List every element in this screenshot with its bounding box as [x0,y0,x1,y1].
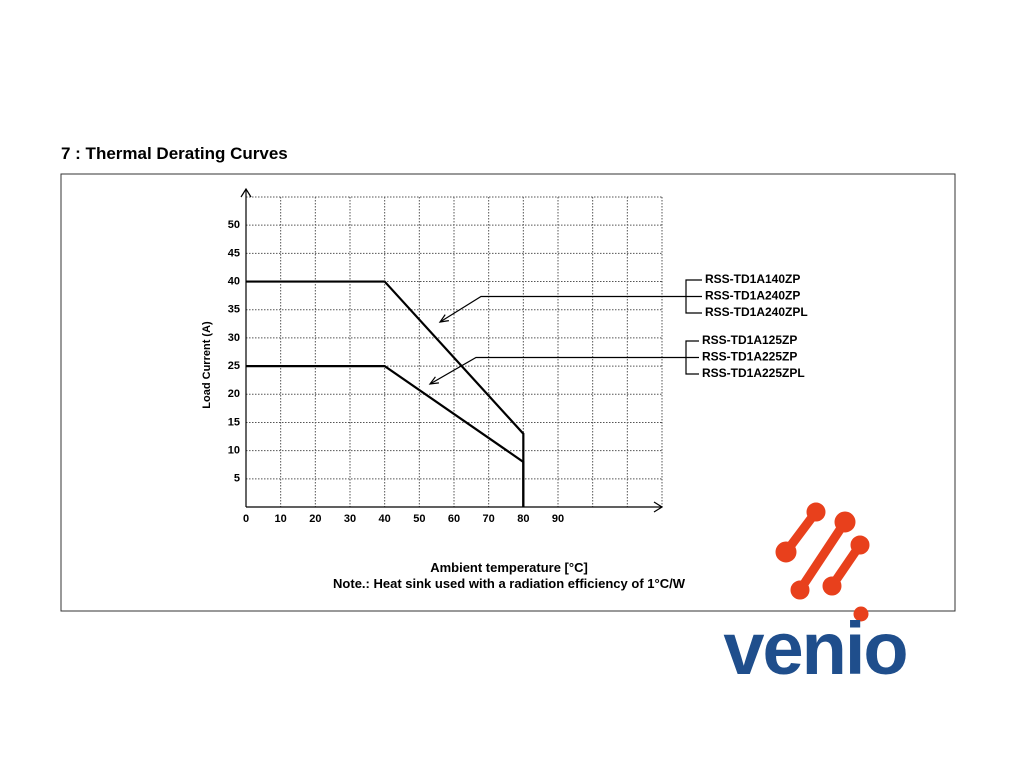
logo-graphic [775,502,870,622]
legend-pointer [429,356,699,385]
x-axis-arrow [653,501,664,513]
x-tick-label: 50 [413,513,425,525]
x-tick-label: 70 [483,513,495,525]
chart-title: 7 : Thermal Derating Curves [61,144,288,163]
x-tick-label: 30 [344,513,356,525]
legend-pointer-head [438,314,449,323]
series-line [246,364,525,507]
x-tick-label: 40 [379,513,391,525]
y-tick-label: 50 [228,219,240,231]
y-tick-label: 5 [234,473,240,485]
logo: venio [723,607,906,690]
legend-label: RSS-TD1A240ZP [705,289,800,303]
legend-label: RSS-TD1A240ZPL [705,305,808,319]
y-tick-label: 40 [228,275,240,287]
x-tick-label: 20 [309,513,321,525]
legend-pointer [439,295,702,323]
y-axis-label: Load Current (A) [201,321,213,409]
y-tick-label: 15 [228,416,240,428]
y-tick-label: 20 [228,388,240,400]
x-tick-label: 90 [552,513,564,525]
y-tick-label: 25 [228,360,240,372]
legend-label: RSS-TD1A225ZP [702,350,797,364]
legend-label: RSS-TD1A225ZPL [702,366,805,380]
legend-label: RSS-TD1A140ZP [705,272,800,286]
x-tick-label: 10 [275,513,287,525]
x-axis-label: Ambient temperature [°C] [430,560,588,575]
legend-pointer-head [428,376,440,385]
y-tick-label: 30 [228,332,240,344]
frame [60,173,956,612]
y-axis-arrow [240,187,252,198]
y-tick-label: 45 [228,247,240,259]
y-tick-label: 10 [228,445,240,457]
x-tick-label: 0 [243,513,249,525]
y-tick-label: 35 [228,304,240,316]
legend-label: RSS-TD1A125ZP [702,333,797,347]
x-tick-label: 60 [448,513,460,525]
note: Note.: Heat sink used with a radiation e… [333,576,686,591]
x-tick-label: 80 [517,513,529,525]
